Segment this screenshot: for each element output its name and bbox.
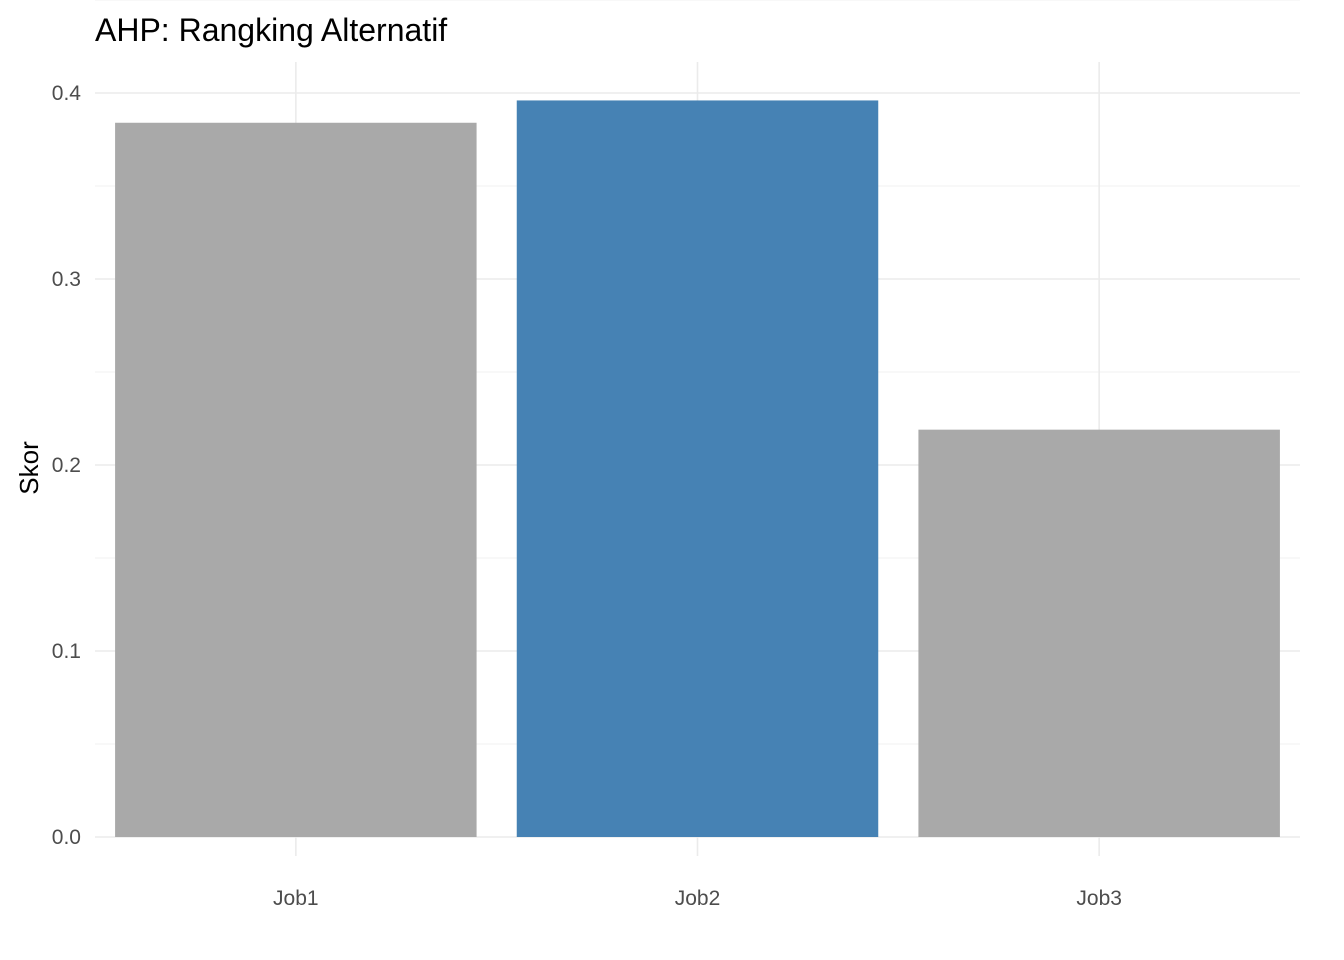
y-tick-label: 0.0 — [52, 826, 81, 849]
bar-job3 — [918, 429, 1280, 837]
bars — [115, 100, 1280, 837]
bar-job1 — [115, 122, 477, 837]
y-tick-label: 0.2 — [52, 454, 81, 477]
x-tick-label: Job3 — [1076, 887, 1122, 910]
y-tick-label: 0.3 — [52, 268, 81, 291]
y-axis-ticks: 0.0 0.1 0.2 0.3 0.4 — [52, 82, 82, 849]
x-axis-ticks: Job1 Job2 Job3 — [273, 887, 1122, 910]
y-axis-title: Skor — [14, 441, 44, 495]
y-tick-label: 0.1 — [52, 640, 81, 663]
chart-title: AHP: Rangking Alternatif — [95, 12, 447, 48]
bar-job2 — [516, 100, 879, 837]
x-tick-label: Job1 — [273, 887, 319, 910]
y-tick-label: 0.4 — [52, 82, 82, 105]
x-tick-label: Job2 — [675, 887, 721, 910]
